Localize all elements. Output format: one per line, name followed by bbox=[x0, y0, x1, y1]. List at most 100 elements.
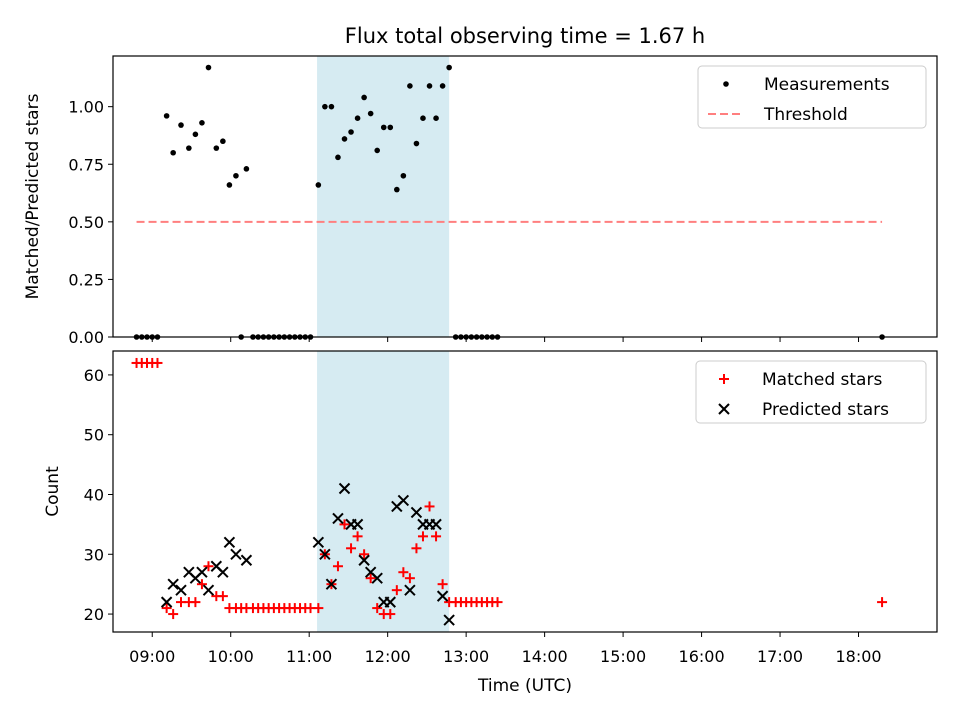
legend-label: Measurements bbox=[764, 75, 890, 95]
y-tick-label: 20 bbox=[84, 605, 104, 624]
x-axis-ticks: 09:00 10:00 11:00 12:00 13:00 14:00 15:00 16:00… bbox=[129, 647, 881, 666]
measurement-point bbox=[220, 138, 226, 145]
x-tick-label: 10:00 bbox=[208, 647, 254, 666]
legend-box bbox=[695, 360, 927, 424]
top-panel: 0.00 0.25 0.50 0.75 1.00 Matched/Predicted st… bbox=[23, 55, 938, 347]
matched-star-point bbox=[492, 597, 503, 608]
matched-star-point bbox=[339, 519, 350, 530]
x-b bbox=[325, 578, 338, 590]
predicted-star-point bbox=[217, 566, 229, 578]
predicted-star-point bbox=[430, 518, 442, 531]
predicted-star-point bbox=[436, 590, 449, 602]
x-tick-label: 17:00 bbox=[757, 647, 803, 666]
y-tick-label: 0.50 bbox=[68, 213, 104, 232]
predicted-star-point bbox=[312, 536, 325, 549]
measurement-point bbox=[170, 149, 176, 156]
matched-star-point bbox=[417, 531, 428, 542]
predicted-star-point bbox=[371, 572, 383, 584]
x-b bbox=[312, 536, 325, 549]
predicted-star-point bbox=[351, 518, 364, 531]
measurement-point bbox=[341, 136, 348, 142]
predicted-star-point bbox=[230, 548, 242, 560]
predicted-star-point bbox=[319, 548, 331, 560]
measurement-point bbox=[226, 182, 233, 188]
x-b bbox=[319, 548, 331, 560]
axes-frame bbox=[112, 55, 938, 338]
matched-star-point bbox=[190, 597, 201, 608]
measurement-point bbox=[335, 154, 341, 161]
observing-window-span bbox=[317, 351, 450, 632]
x-tick-label: 12:00 bbox=[365, 647, 411, 666]
x-b bbox=[223, 536, 236, 549]
x-b bbox=[404, 584, 416, 596]
matched-star-point bbox=[372, 603, 383, 614]
predicted-star-point bbox=[410, 506, 423, 519]
x-b bbox=[364, 566, 377, 578]
measurement-point bbox=[322, 103, 328, 110]
matched-star-point bbox=[404, 573, 415, 584]
measurement-point bbox=[178, 122, 184, 128]
x-b bbox=[230, 548, 242, 560]
y-axis-label: Count bbox=[43, 466, 63, 517]
bottom-panel: 20 30 40 50 60 Count Matched stars Predicted st… bbox=[43, 350, 938, 637]
matched-star-point bbox=[352, 531, 363, 542]
x-b bbox=[196, 566, 208, 578]
x-b bbox=[210, 560, 223, 572]
measurement-point bbox=[367, 110, 374, 117]
x-tick-label: 11:00 bbox=[286, 647, 332, 666]
matched-star-point bbox=[346, 543, 357, 554]
observing-window-span bbox=[317, 56, 450, 337]
chart-title: Flux total observing time = 1.67 h bbox=[345, 24, 705, 48]
matched-star-point bbox=[424, 501, 435, 512]
x-axis-label: Time (UTC) bbox=[477, 676, 572, 696]
matched-star-point bbox=[385, 609, 396, 620]
x-b bbox=[371, 572, 383, 584]
x-tick-label: 15:00 bbox=[600, 647, 646, 666]
matched-star-point bbox=[313, 603, 324, 614]
measurement-point bbox=[433, 115, 439, 121]
legend-label: Matched stars bbox=[762, 370, 882, 390]
y-tick-label: 0.25 bbox=[68, 270, 104, 289]
y-axis-label: Matched/Predicted stars bbox=[23, 93, 43, 299]
y-tick-label: 30 bbox=[84, 545, 104, 564]
x-b bbox=[167, 578, 179, 590]
predicted-star-point bbox=[167, 578, 179, 590]
measurement-point bbox=[213, 145, 220, 151]
x-b bbox=[160, 596, 173, 608]
predicted-star-point bbox=[223, 536, 236, 549]
x-tick-label: 18:00 bbox=[835, 647, 881, 666]
x-tick-label: 14:00 bbox=[522, 647, 568, 666]
matched-star-point bbox=[411, 543, 422, 554]
measurement-point bbox=[446, 64, 452, 71]
measurement-point bbox=[400, 172, 407, 179]
predicted-star-point bbox=[160, 596, 173, 608]
matched-star-point bbox=[877, 597, 888, 608]
legend: Matched stars Predicted stars bbox=[695, 360, 927, 424]
y-tick-label: 1.00 bbox=[68, 98, 104, 117]
predicted-star-point bbox=[397, 494, 410, 507]
y-tick-label: 0.00 bbox=[68, 328, 104, 347]
measurement-point bbox=[243, 166, 250, 172]
matched-star-point bbox=[437, 579, 448, 590]
y-tick-label: 0.75 bbox=[68, 155, 104, 174]
x-b bbox=[443, 614, 455, 626]
legend-measurement-swatch bbox=[723, 81, 729, 87]
predicted-star-point bbox=[443, 614, 455, 626]
x-b bbox=[338, 482, 351, 495]
legend-box bbox=[697, 65, 927, 129]
measurement-point bbox=[199, 119, 205, 126]
x-tick-label: 09:00 bbox=[129, 647, 175, 666]
x-b bbox=[430, 518, 442, 531]
measurement-point bbox=[394, 186, 400, 193]
x-b bbox=[410, 506, 423, 519]
predicted-star-point bbox=[325, 578, 338, 590]
legend-label: Predicted stars bbox=[762, 400, 889, 420]
measurement-point bbox=[380, 124, 387, 131]
x-b bbox=[332, 512, 344, 525]
measurement-point bbox=[354, 115, 361, 121]
measurement-point bbox=[439, 83, 446, 89]
measurement-point bbox=[163, 113, 170, 119]
y-tick-label: 40 bbox=[84, 485, 104, 504]
measurement-point bbox=[348, 129, 354, 135]
axes-frame bbox=[112, 350, 938, 633]
